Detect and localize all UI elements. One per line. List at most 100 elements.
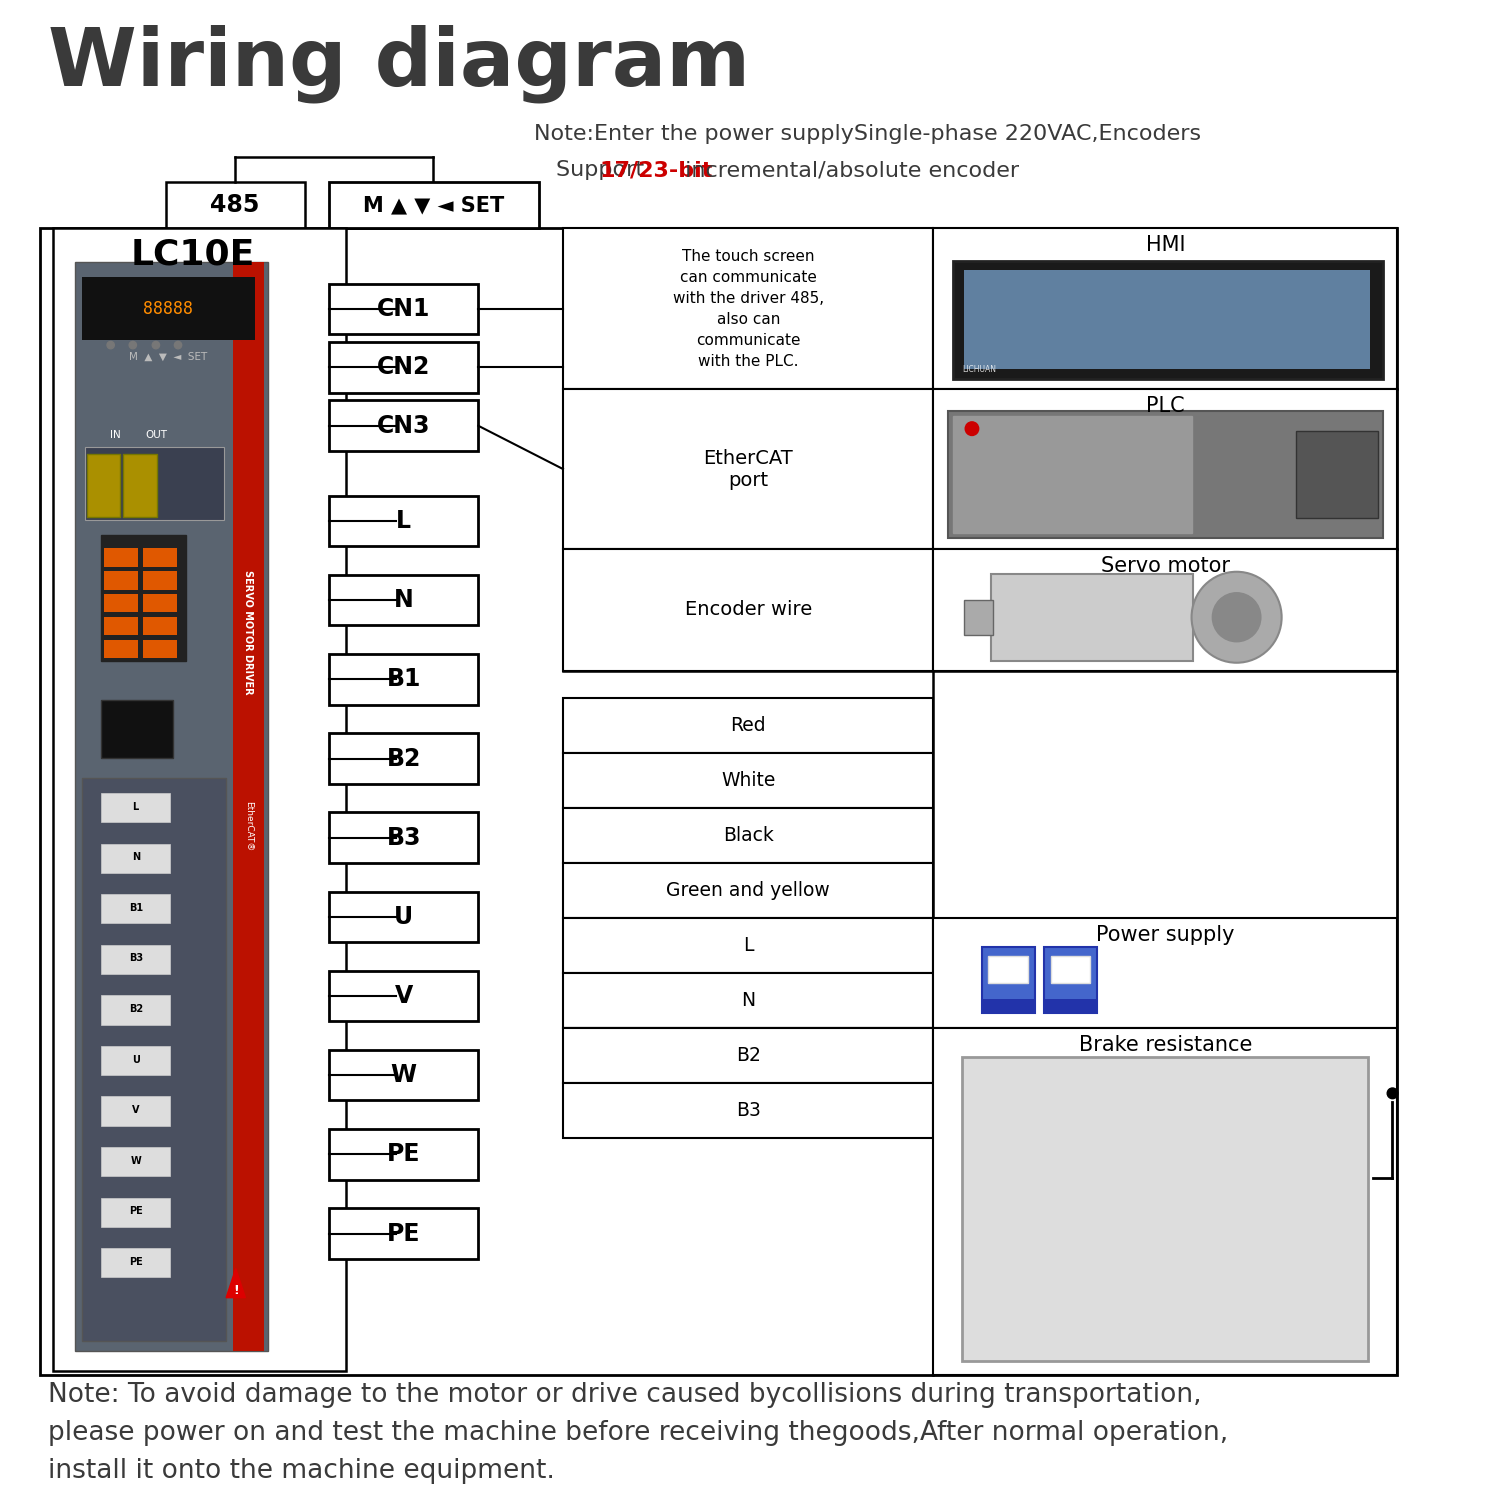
Text: Power supply: Power supply — [1096, 926, 1234, 945]
FancyBboxPatch shape — [75, 262, 267, 1352]
FancyBboxPatch shape — [562, 388, 933, 549]
FancyBboxPatch shape — [328, 182, 538, 228]
FancyBboxPatch shape — [144, 639, 177, 658]
Text: L: L — [396, 509, 411, 532]
Circle shape — [1212, 592, 1261, 642]
Text: Support: Support — [556, 160, 651, 180]
Text: B2: B2 — [129, 1004, 142, 1014]
FancyBboxPatch shape — [1044, 946, 1096, 1012]
FancyBboxPatch shape — [144, 616, 177, 634]
FancyBboxPatch shape — [123, 454, 158, 518]
FancyBboxPatch shape — [328, 342, 478, 393]
Text: 17/23-bit: 17/23-bit — [600, 160, 712, 180]
Circle shape — [1388, 1088, 1398, 1098]
Text: B2: B2 — [736, 1046, 760, 1065]
FancyBboxPatch shape — [328, 813, 478, 862]
Text: PE: PE — [387, 1143, 420, 1167]
FancyBboxPatch shape — [562, 808, 933, 862]
FancyBboxPatch shape — [964, 600, 993, 634]
FancyBboxPatch shape — [100, 996, 171, 1024]
FancyBboxPatch shape — [232, 262, 264, 1352]
FancyBboxPatch shape — [933, 918, 1398, 1028]
FancyBboxPatch shape — [100, 1046, 171, 1076]
FancyBboxPatch shape — [562, 918, 933, 974]
FancyBboxPatch shape — [100, 700, 172, 758]
Text: U: U — [132, 1054, 140, 1065]
FancyBboxPatch shape — [328, 574, 478, 626]
Text: Red: Red — [730, 716, 766, 735]
FancyBboxPatch shape — [100, 843, 171, 873]
FancyBboxPatch shape — [952, 416, 1192, 532]
FancyBboxPatch shape — [87, 454, 120, 518]
FancyBboxPatch shape — [328, 1208, 478, 1258]
Text: CN1: CN1 — [376, 297, 430, 321]
FancyBboxPatch shape — [165, 182, 304, 228]
FancyBboxPatch shape — [328, 654, 478, 705]
Text: SERVO MOTOR DRIVER: SERVO MOTOR DRIVER — [243, 570, 254, 694]
Text: N: N — [741, 990, 756, 1010]
Text: N: N — [394, 588, 414, 612]
Text: L: L — [132, 802, 140, 812]
FancyBboxPatch shape — [104, 548, 138, 567]
Text: LICHUAN: LICHUAN — [963, 364, 996, 374]
Text: M  ▲  ▼  ◄  SET: M ▲ ▼ ◄ SET — [129, 351, 207, 361]
Text: Brake resistance: Brake resistance — [1078, 1035, 1252, 1054]
Circle shape — [152, 342, 159, 350]
Circle shape — [106, 342, 114, 350]
Text: 485: 485 — [210, 194, 260, 217]
FancyBboxPatch shape — [328, 400, 478, 451]
Text: B1: B1 — [387, 668, 422, 692]
FancyBboxPatch shape — [100, 945, 171, 974]
FancyBboxPatch shape — [100, 1197, 171, 1227]
Text: M ▲ ▼ ◄ SET: M ▲ ▼ ◄ SET — [363, 195, 504, 214]
Text: CN2: CN2 — [66, 588, 75, 608]
Text: B3: B3 — [736, 1101, 760, 1119]
FancyBboxPatch shape — [963, 1058, 1368, 1360]
Text: B3: B3 — [129, 954, 142, 963]
FancyBboxPatch shape — [40, 228, 1398, 1376]
FancyBboxPatch shape — [981, 946, 1035, 1012]
FancyBboxPatch shape — [562, 698, 933, 753]
FancyBboxPatch shape — [933, 228, 1398, 388]
Text: B3: B3 — [387, 825, 422, 849]
Text: CN3: CN3 — [376, 414, 430, 438]
FancyBboxPatch shape — [144, 572, 177, 590]
Text: incremental/absolute encoder: incremental/absolute encoder — [678, 160, 1020, 180]
FancyBboxPatch shape — [562, 228, 933, 388]
FancyBboxPatch shape — [981, 999, 1035, 1012]
FancyBboxPatch shape — [328, 1130, 478, 1179]
Text: U: U — [394, 904, 414, 928]
Text: !: ! — [232, 1284, 238, 1298]
Circle shape — [174, 342, 182, 350]
FancyBboxPatch shape — [100, 534, 186, 662]
Text: N: N — [132, 852, 140, 862]
FancyBboxPatch shape — [100, 1148, 171, 1176]
FancyBboxPatch shape — [82, 777, 226, 1341]
Text: W: W — [130, 1155, 141, 1166]
FancyBboxPatch shape — [562, 549, 933, 670]
Text: PE: PE — [387, 1221, 420, 1245]
FancyBboxPatch shape — [964, 270, 1371, 369]
Text: B1: B1 — [129, 903, 142, 914]
FancyBboxPatch shape — [100, 1248, 171, 1278]
Text: EtherCAT
port: EtherCAT port — [704, 448, 794, 489]
FancyBboxPatch shape — [933, 388, 1398, 549]
Text: PE: PE — [129, 1206, 142, 1216]
FancyBboxPatch shape — [952, 261, 1383, 380]
FancyBboxPatch shape — [100, 894, 171, 924]
FancyBboxPatch shape — [1296, 430, 1378, 518]
FancyBboxPatch shape — [328, 970, 478, 1022]
Text: CN1: CN1 — [66, 471, 75, 492]
FancyBboxPatch shape — [328, 734, 478, 784]
FancyBboxPatch shape — [104, 616, 138, 634]
FancyBboxPatch shape — [948, 411, 1383, 537]
FancyBboxPatch shape — [1052, 956, 1090, 984]
Text: EtherCAT®: EtherCAT® — [244, 801, 254, 852]
Text: V: V — [394, 984, 412, 1008]
FancyBboxPatch shape — [562, 1028, 933, 1083]
FancyBboxPatch shape — [104, 639, 138, 658]
FancyBboxPatch shape — [992, 573, 1194, 662]
Text: Note: To avoid damage to the motor or drive caused bycollisions during transport: Note: To avoid damage to the motor or dr… — [48, 1382, 1228, 1484]
FancyBboxPatch shape — [933, 1028, 1398, 1376]
Text: Note:Enter the power supplySingle-phase 220VAC,Encoders: Note:Enter the power supplySingle-phase … — [534, 124, 1202, 144]
